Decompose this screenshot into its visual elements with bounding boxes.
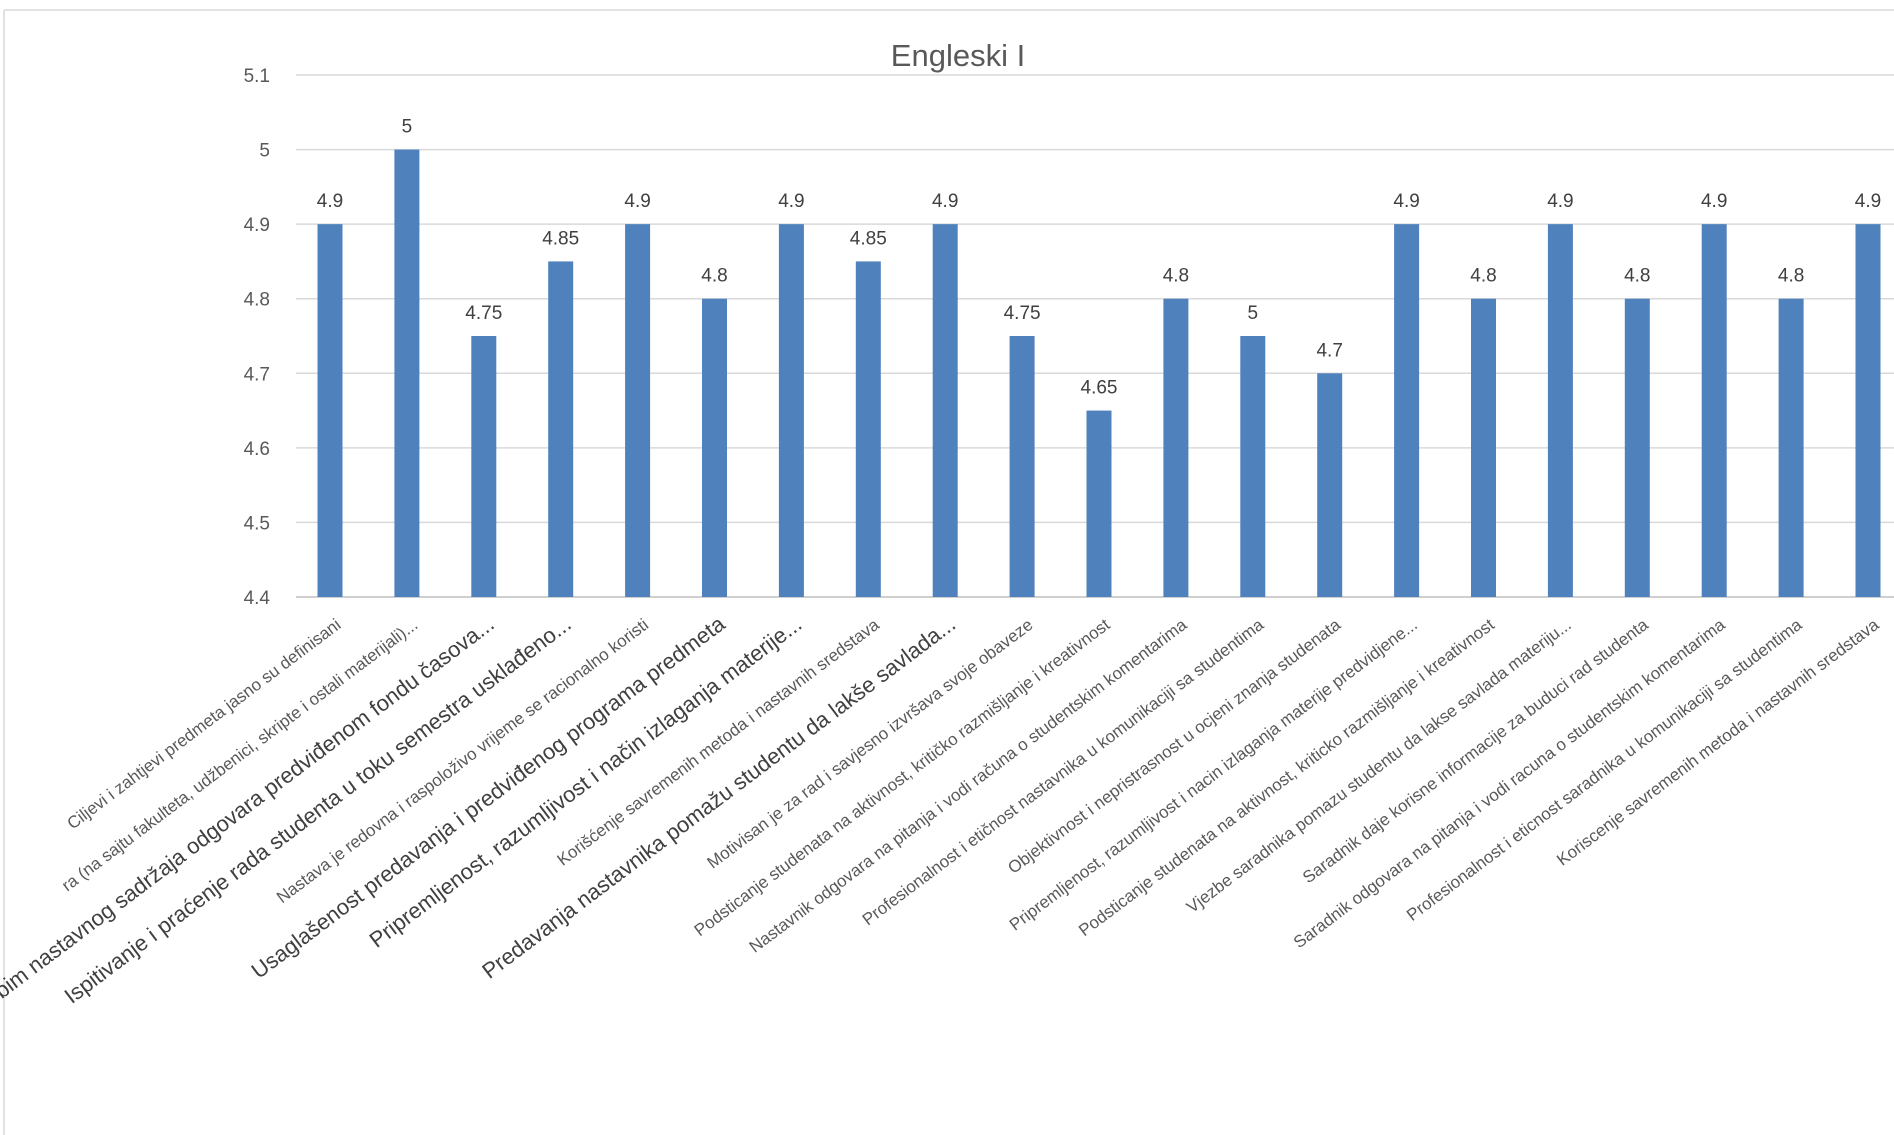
- category-label: Ciljevi i zahtjevi predmeta jasno su def…: [64, 615, 345, 833]
- bar: [625, 224, 651, 597]
- bars: [317, 149, 1881, 598]
- category-label: Saradnik daje korisne informacije za bud…: [1299, 615, 1652, 888]
- data-label: 4.8: [1163, 266, 1189, 287]
- data-label: 4.85: [542, 228, 579, 249]
- x-axis-labels: Ciljevi i zahtjevi predmeta jasno su def…: [0, 611, 1883, 1014]
- data-label: 4.9: [1855, 191, 1881, 212]
- data-label: 4.9: [624, 191, 650, 212]
- y-axis-ticks: 4.4 4.5 4.6 4.7 4.8 4.9 5 5.1: [244, 66, 271, 609]
- bar: [394, 149, 420, 598]
- bar: [1163, 298, 1189, 597]
- data-labels: 4.954.754.854.94.84.94.854.94.754.654.85…: [317, 117, 1881, 399]
- data-label: 4.9: [1547, 191, 1573, 212]
- bar: [855, 261, 881, 597]
- bar: [1547, 224, 1573, 597]
- data-label: 4.8: [701, 266, 727, 287]
- data-label: 4.8: [1624, 266, 1650, 287]
- data-label: 5: [402, 117, 413, 138]
- data-label: 4.9: [1393, 191, 1419, 212]
- data-label: 4.85: [850, 228, 887, 249]
- y-tick-label: 5.1: [244, 66, 270, 87]
- y-tick-label: 4.5: [244, 513, 270, 534]
- bar: [778, 224, 804, 597]
- bar: [1778, 298, 1804, 597]
- bar: [1086, 410, 1112, 597]
- bar: [471, 336, 497, 597]
- data-label: 5: [1248, 303, 1259, 324]
- y-tick-label: 4.4: [244, 588, 271, 609]
- bar: [1701, 224, 1727, 597]
- data-label: 4.75: [1004, 303, 1041, 324]
- data-label: 4.9: [778, 191, 804, 212]
- data-label: 4.9: [1701, 191, 1727, 212]
- bar: [1317, 373, 1343, 597]
- data-label: 4.9: [932, 191, 958, 212]
- data-label: 4.8: [1470, 266, 1496, 287]
- data-label: 4.9: [317, 191, 343, 212]
- bar: [1009, 336, 1035, 597]
- bar: [1394, 224, 1420, 597]
- y-tick-label: 4.9: [244, 215, 270, 236]
- y-tick-label: 4.6: [244, 439, 270, 460]
- bar: [548, 261, 574, 597]
- bar: [1624, 298, 1650, 597]
- y-tick-label: 5: [259, 141, 270, 162]
- data-label: 4.7: [1316, 340, 1342, 361]
- data-label: 4.65: [1081, 378, 1118, 399]
- data-label: 4.8: [1778, 266, 1804, 287]
- bar: [1240, 336, 1266, 597]
- chart-title: Engleski I: [891, 38, 1025, 73]
- bar: [1471, 298, 1496, 597]
- y-tick-label: 4.8: [244, 290, 270, 311]
- y-tick-label: 4.7: [244, 364, 270, 385]
- bar: [932, 224, 958, 597]
- data-label: 4.75: [465, 303, 502, 324]
- bar: [1855, 224, 1881, 597]
- bar: [317, 224, 343, 597]
- bar: [702, 298, 727, 597]
